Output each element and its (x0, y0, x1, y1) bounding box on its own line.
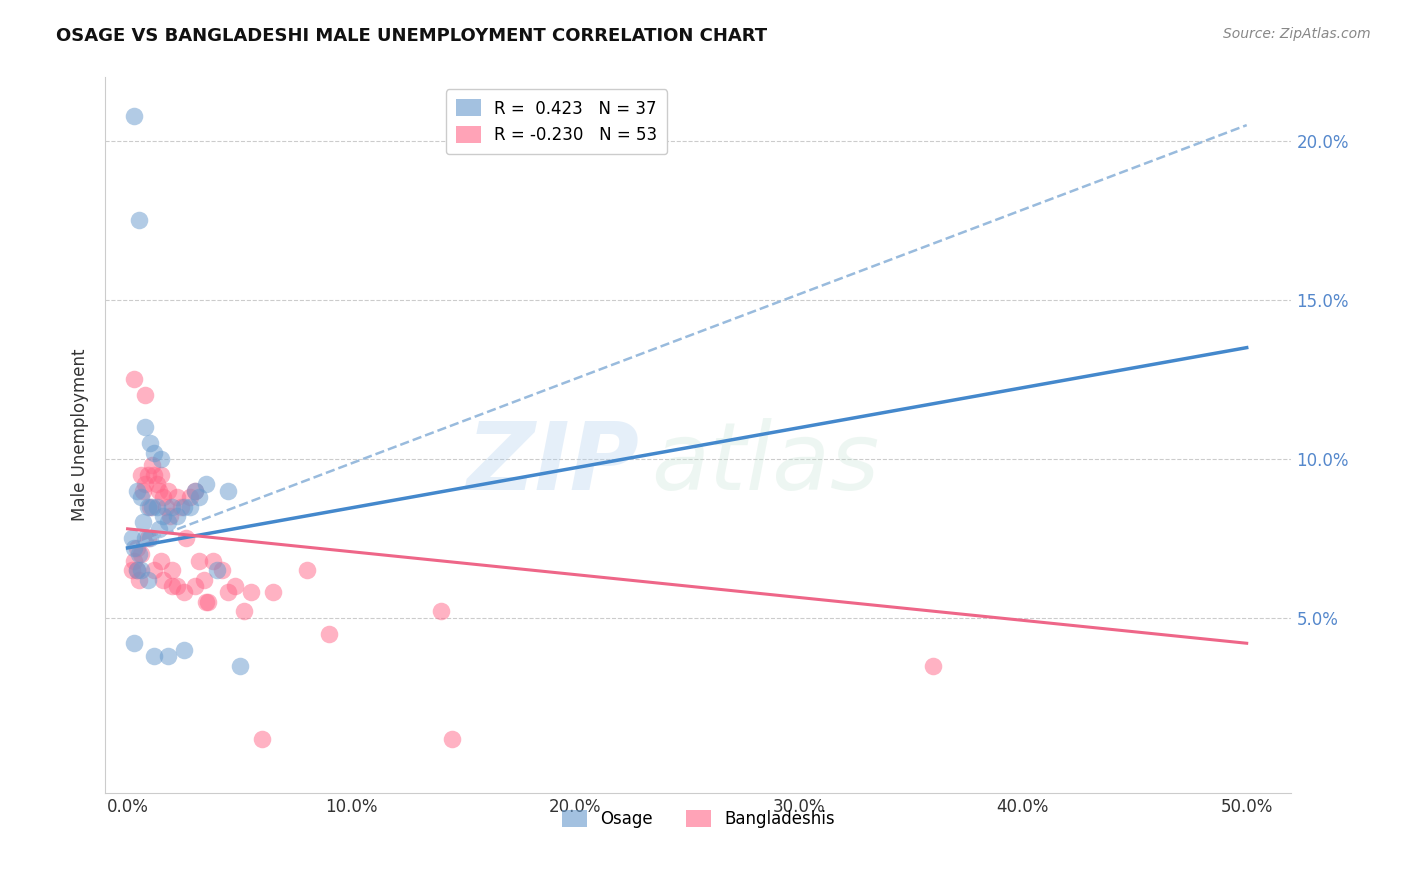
Point (228, 658, 250, 673)
Point (194, 595, 217, 609)
Point (134, 532, 156, 546)
Point (150, 467, 173, 482)
Point (134, 477, 156, 491)
Point (188, 490, 211, 504)
Point (184, 483, 207, 498)
Point (170, 500, 193, 514)
Point (141, 458, 163, 473)
Point (125, 483, 148, 498)
Point (124, 553, 146, 567)
Point (125, 541, 148, 555)
Point (262, 585, 284, 599)
Text: Source: ZipAtlas.com: Source: ZipAtlas.com (1223, 27, 1371, 41)
Point (156, 516, 179, 530)
Point (139, 532, 162, 546)
Point (128, 547, 150, 561)
Point (121, 563, 143, 577)
Point (136, 573, 159, 587)
Point (143, 648, 166, 663)
Point (430, 605, 453, 619)
Point (145, 500, 167, 514)
Point (194, 477, 217, 491)
Point (250, 731, 273, 746)
Point (148, 483, 170, 498)
Point (166, 579, 188, 593)
Point (441, 731, 464, 746)
Point (318, 626, 340, 640)
Point (128, 573, 150, 587)
Point (145, 477, 167, 491)
Text: atlas: atlas (651, 418, 879, 509)
Point (148, 522, 170, 536)
Point (124, 541, 146, 555)
Point (173, 500, 195, 514)
Point (132, 483, 155, 498)
Y-axis label: Male Unemployment: Male Unemployment (72, 349, 89, 521)
Point (156, 483, 179, 498)
Point (922, 658, 945, 673)
Point (134, 388, 156, 402)
Point (150, 553, 173, 567)
Legend: Osage, Bangladeshis: Osage, Bangladeshis (555, 803, 842, 834)
Point (152, 509, 174, 524)
Point (143, 563, 166, 577)
Point (295, 563, 318, 577)
Point (136, 467, 159, 482)
Text: ZIP: ZIP (467, 417, 638, 509)
Point (136, 500, 159, 514)
Point (124, 109, 146, 123)
Point (143, 467, 166, 482)
Point (129, 547, 152, 561)
Point (162, 579, 184, 593)
Point (159, 509, 181, 524)
Point (128, 213, 150, 227)
Point (132, 516, 155, 530)
Point (162, 500, 184, 514)
Point (162, 563, 184, 577)
Point (179, 500, 201, 514)
Point (134, 420, 156, 434)
Text: OSAGE VS BANGLADESHI MALE UNEMPLOYMENT CORRELATION CHART: OSAGE VS BANGLADESHI MALE UNEMPLOYMENT C… (56, 27, 768, 45)
Point (201, 553, 224, 567)
Point (155, 500, 177, 514)
Point (121, 532, 143, 546)
Point (184, 579, 207, 593)
Point (125, 563, 148, 577)
Point (166, 490, 188, 504)
Point (173, 585, 195, 599)
Point (211, 563, 233, 577)
Point (124, 636, 146, 650)
Point (129, 490, 152, 504)
Point (188, 553, 211, 567)
Point (152, 573, 174, 587)
Point (136, 532, 159, 546)
Point (125, 563, 148, 577)
Point (179, 490, 201, 504)
Point (124, 372, 146, 386)
Point (224, 579, 246, 593)
Point (141, 500, 163, 514)
Point (143, 445, 166, 459)
Point (205, 563, 228, 577)
Point (139, 500, 162, 514)
Point (152, 490, 174, 504)
Point (174, 532, 197, 546)
Point (217, 483, 239, 498)
Point (139, 436, 162, 450)
Point (173, 642, 195, 657)
Point (150, 451, 173, 466)
Point (233, 605, 256, 619)
Point (217, 585, 239, 599)
Point (193, 573, 215, 587)
Point (239, 585, 262, 599)
Point (197, 595, 219, 609)
Point (129, 563, 152, 577)
Point (129, 467, 152, 482)
Point (156, 648, 179, 663)
Point (166, 509, 188, 524)
Point (184, 483, 207, 498)
